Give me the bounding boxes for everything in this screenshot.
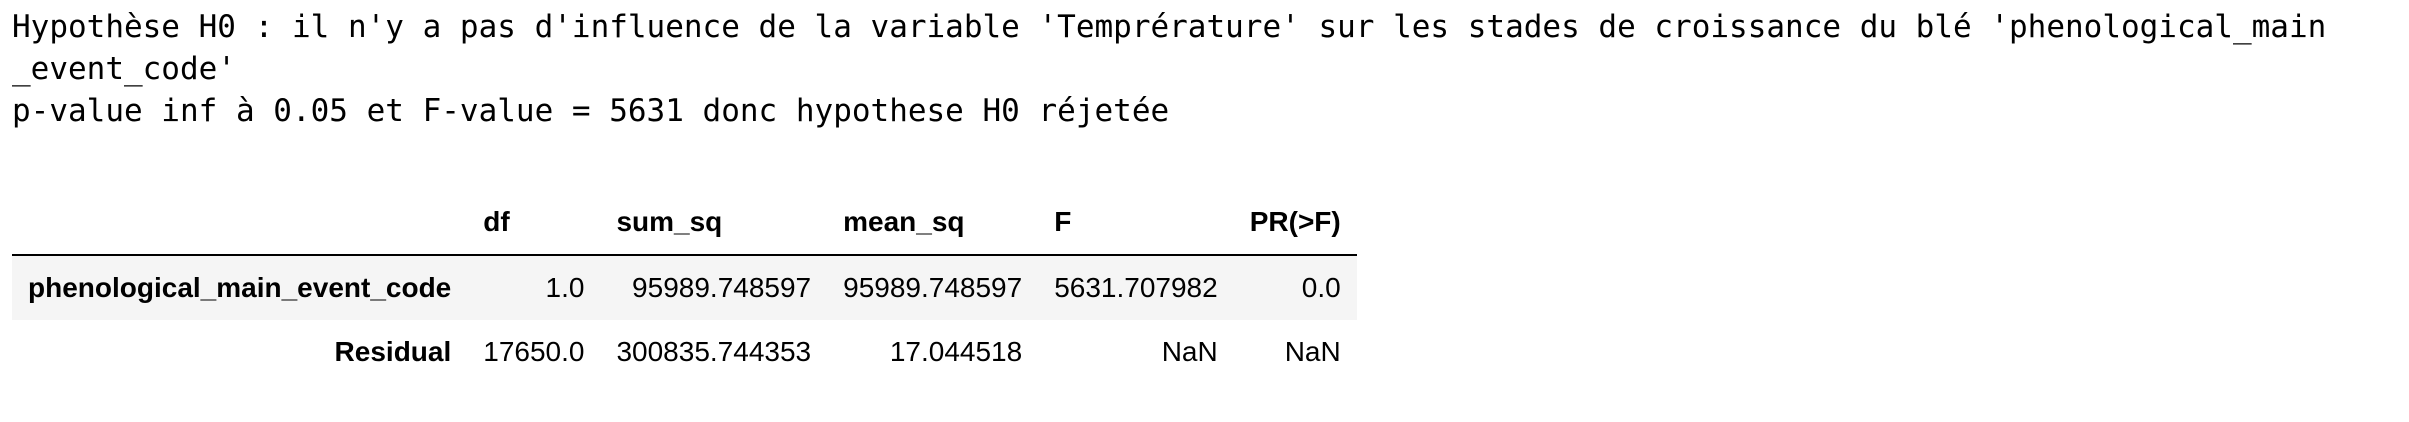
table-header: df sum_sq mean_sq F PR(>F) (12, 190, 1357, 256)
anova-table-container: df sum_sq mean_sq F PR(>F) phenological_… (12, 190, 2402, 384)
cell-mean-sq: 95989.748597 (843, 272, 1023, 303)
cell-sum-sq: 95989.748597 (632, 272, 812, 303)
anova-table: df sum_sq mean_sq F PR(>F) phenological_… (12, 190, 1357, 384)
column-header-f: F (1038, 190, 1234, 256)
table-row: Residual 17650.0 300835.744353 17.044518… (12, 320, 1357, 384)
cell-mean-sq: 17.044518 (889, 336, 1023, 367)
header-index-blank (12, 190, 468, 256)
column-header-mean-sq: mean_sq (827, 190, 1039, 256)
cell-output: Hypothèse H0 : il n'y a pas d'influence … (12, 6, 2402, 384)
header-row: df sum_sq mean_sq F PR(>F) (12, 190, 1357, 256)
table-row: phenological_main_event_code 1.0 95989.7… (12, 255, 1357, 320)
cell-df: 17650.0 (483, 336, 585, 367)
stream-line-hypothesis-continued: _event_code' (12, 51, 236, 87)
stream-line-hypothesis: Hypothèse H0 : il n'y a pas d'influence … (12, 9, 2327, 45)
cell-f: 5631.707982 (1054, 272, 1218, 303)
column-header-sum-sq: sum_sq (600, 190, 828, 256)
column-header-df: df (467, 190, 601, 256)
cell-sum-sq: 300835.744353 (616, 336, 812, 367)
cell-df: 1.0 (545, 272, 585, 303)
cell-pr-f: NaN (1284, 336, 1341, 367)
row-index-phenological-main-event-code: phenological_main_event_code (28, 272, 452, 303)
cell-pr-f: 0.0 (1301, 272, 1341, 303)
cell-f: NaN (1161, 336, 1218, 367)
row-index-residual: Residual (334, 336, 452, 367)
column-header-pr-f: PR(>F) (1233, 190, 1357, 256)
stream-output: Hypothèse H0 : il n'y a pas d'influence … (12, 6, 2402, 132)
table-body: phenological_main_event_code 1.0 95989.7… (12, 255, 1357, 384)
stream-line-conclusion: p-value inf à 0.05 et F-value = 5631 don… (12, 93, 1170, 129)
